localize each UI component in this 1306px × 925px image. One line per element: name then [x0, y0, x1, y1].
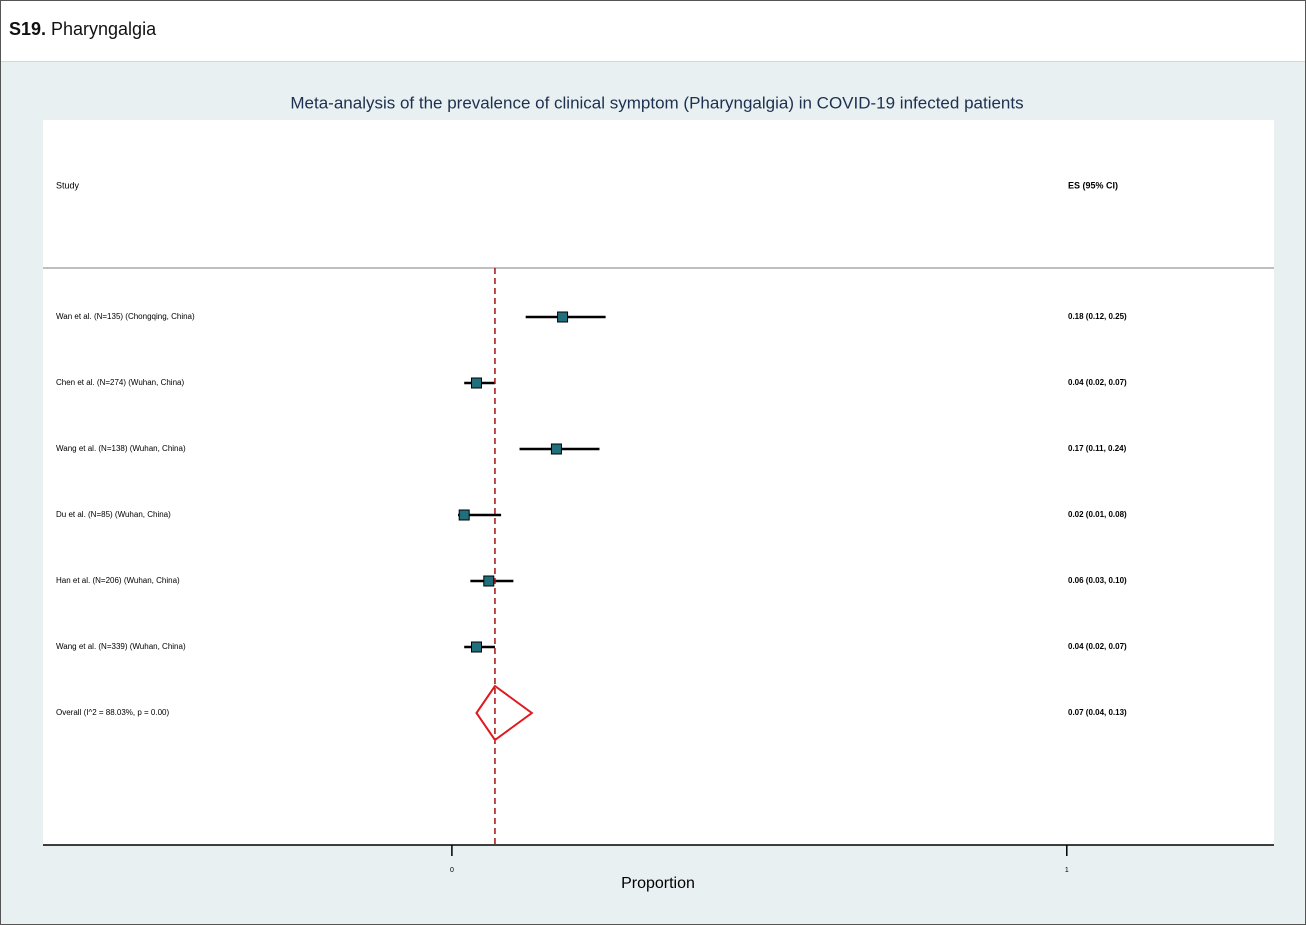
es-label: 0.04 (0.02, 0.07) [1068, 378, 1127, 387]
point-estimate [483, 575, 495, 587]
es-header: ES (95% CI) [1068, 180, 1118, 190]
point-estimate [470, 641, 482, 653]
study-label: Han et al. (N=206) (Wuhan, China) [56, 576, 180, 585]
es-label: 0.02 (0.01, 0.08) [1068, 510, 1127, 519]
es-label: 0.17 (0.11, 0.24) [1068, 444, 1127, 453]
plot-area [43, 120, 1274, 845]
figure-number: S19. [9, 19, 47, 39]
study-label: Chen et al. (N=274) (Wuhan, China) [56, 378, 184, 387]
point-estimate [557, 311, 569, 323]
point-estimate [458, 509, 470, 521]
study-header: Study [56, 180, 80, 190]
es-label: 0.04 (0.02, 0.07) [1068, 642, 1127, 651]
study-label: Wang et al. (N=138) (Wuhan, China) [56, 444, 186, 453]
es-label: 0.06 (0.03, 0.10) [1068, 576, 1127, 585]
point-estimate [470, 377, 482, 389]
x-axis-label: Proportion [621, 875, 695, 892]
x-tick-label: 0 [450, 867, 454, 874]
overall-diamond [475, 684, 534, 742]
point-estimate [550, 443, 562, 455]
es-label: 0.18 (0.12, 0.25) [1068, 312, 1127, 321]
header: S19. Pharyngalgia [1, 1, 1305, 62]
study-label: Wan et al. (N=135) (Chongqing, China) [56, 312, 195, 321]
study-label: Wang et al. (N=339) (Wuhan, China) [56, 642, 186, 651]
study-label: Du et al. (N=85) (Wuhan, China) [56, 510, 171, 519]
overall-label: Overall (I^2 = 88.03%, p = 0.00) [56, 708, 169, 717]
chart-title: Meta-analysis of the prevalence of clini… [290, 93, 1023, 112]
overall-es-label: 0.07 (0.04, 0.13) [1068, 708, 1127, 717]
x-tick-label: 1 [1065, 867, 1069, 874]
figure-title: Pharyngalgia [51, 19, 157, 39]
